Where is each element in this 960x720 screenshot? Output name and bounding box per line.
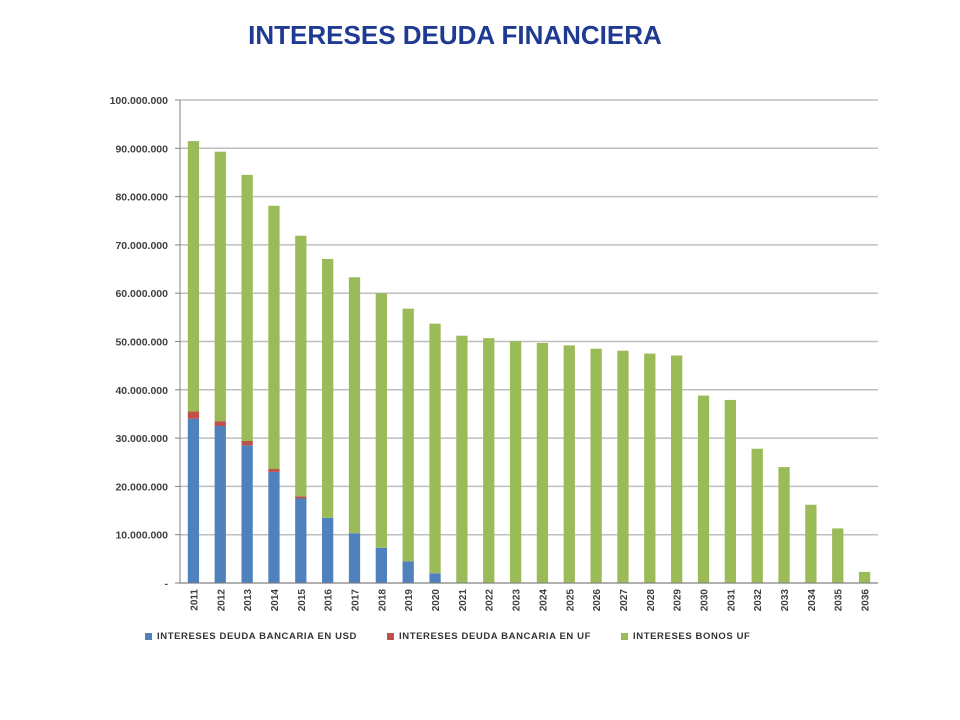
y-tick-label: 80.000.000 xyxy=(115,192,168,204)
legend-label-usd: INTERESES DEUDA BANCARIA EN USD xyxy=(157,631,357,642)
y-tick-label: 10.000.000 xyxy=(115,530,168,542)
y-tick-label: 100.000.000 xyxy=(110,95,169,107)
bar-segment-uf-2014 xyxy=(268,469,280,472)
bar-segment-bonos-2024 xyxy=(536,342,549,583)
y-tick-label: 30.000.000 xyxy=(115,433,168,445)
x-tick-label: 2022 xyxy=(485,589,496,612)
x-tick-label: 2034 xyxy=(807,589,818,612)
legend-swatch-usd xyxy=(145,633,152,640)
bar-segment-bonos-2026 xyxy=(590,348,602,583)
x-tick-label: 2014 xyxy=(270,589,281,612)
bar-segment-uf-2015 xyxy=(295,496,307,499)
bar-segment-bonos-2013 xyxy=(241,174,253,441)
x-tick-label: 2031 xyxy=(726,589,737,612)
bar-segment-usd-2016 xyxy=(322,517,334,583)
x-tick-label: 2015 xyxy=(297,589,308,612)
x-tick-label: 2012 xyxy=(216,589,227,612)
x-tick-label: 2023 xyxy=(512,589,523,612)
bars xyxy=(187,141,871,583)
bar-segment-bonos-2033 xyxy=(778,467,790,583)
y-tick-label: 60.000.000 xyxy=(115,288,168,300)
bar-segment-bonos-2016 xyxy=(322,258,334,518)
y-tick-label: 40.000.000 xyxy=(115,385,168,397)
bar-segment-bonos-2031 xyxy=(724,399,736,583)
legend-label-bonos: INTERESES BONOS UF xyxy=(633,631,751,642)
bar-segment-bonos-2015 xyxy=(295,235,307,497)
x-tick-label: 2036 xyxy=(861,589,872,612)
bar-segment-bonos-2035 xyxy=(832,528,844,583)
legend-swatch-bonos xyxy=(621,633,629,640)
x-tick-label: 2013 xyxy=(243,589,254,612)
x-axis: 2011 2012 2013 2014 2015 2016 2017 2018 2019 2020… xyxy=(180,582,878,612)
y-tick-label: 20.000.000 xyxy=(115,481,168,493)
bar-segment-bonos-2022 xyxy=(483,338,495,583)
x-tick-label: 2032 xyxy=(753,589,764,612)
bar-segment-bonos-2017 xyxy=(348,277,361,534)
legend-swatch-uf xyxy=(387,633,394,640)
page-title: INTERESES DEUDA FINANCIERA xyxy=(248,20,662,50)
y-axis: - 10.000.000 20.000.000 30.000.000 40.000.00… xyxy=(110,95,181,590)
bar-segment-uf-2012 xyxy=(214,421,226,427)
legend-item-uf: INTERESES DEUDA BANCARIA EN UF xyxy=(387,631,591,642)
x-tick-label: 2021 xyxy=(458,589,469,612)
x-tick-label: 2028 xyxy=(646,589,657,612)
bar-segment-usd-2012 xyxy=(214,426,226,583)
bar-segment-bonos-2011 xyxy=(187,141,200,412)
x-tick-label: 2024 xyxy=(538,589,549,612)
x-tick-label: 2033 xyxy=(780,589,791,612)
bar-segment-uf-2011 xyxy=(187,411,200,419)
bar-segment-usd-2011 xyxy=(187,418,200,583)
bar-segment-usd-2014 xyxy=(268,471,280,583)
x-tick-label: 2030 xyxy=(700,589,711,612)
x-tick-label: 2025 xyxy=(565,589,576,612)
bar-segment-bonos-2029 xyxy=(671,355,683,583)
legend-item-usd: INTERESES DEUDA BANCARIA EN USD xyxy=(145,631,357,642)
bar-segment-bonos-2025 xyxy=(563,345,575,583)
x-tick-label: 2035 xyxy=(834,589,845,612)
bar-segment-bonos-2018 xyxy=(375,293,387,548)
bar-segment-bonos-2036 xyxy=(858,571,871,583)
bar-segment-bonos-2021 xyxy=(456,335,468,583)
bar-segment-bonos-2028 xyxy=(644,353,656,583)
bar-segment-uf-2013 xyxy=(241,440,253,446)
x-tick-label: 2019 xyxy=(404,589,415,612)
bar-segment-usd-2018 xyxy=(375,547,387,583)
bar-segment-bonos-2020 xyxy=(429,323,441,574)
bar-segment-usd-2013 xyxy=(241,445,253,583)
legend-item-bonos: INTERESES BONOS UF xyxy=(621,631,750,642)
x-tick-label: 2029 xyxy=(673,589,684,612)
bar-segment-usd-2019 xyxy=(402,561,414,583)
x-tick-label: 2027 xyxy=(619,589,630,612)
bar-segment-usd-2020 xyxy=(429,573,441,583)
y-tick-label: 50.000.000 xyxy=(115,337,168,349)
bar-segment-bonos-2014 xyxy=(268,205,280,470)
bar-segment-bonos-2023 xyxy=(509,341,522,583)
bar-segment-usd-2017 xyxy=(348,533,361,583)
y-tick-label: - xyxy=(165,578,169,590)
gridlines xyxy=(180,99,878,584)
bar-segment-bonos-2032 xyxy=(751,448,763,583)
x-tick-label: 2011 xyxy=(189,589,200,611)
x-tick-label: 2018 xyxy=(377,589,388,612)
x-tick-label: 2020 xyxy=(431,589,442,612)
x-tick-label: 2017 xyxy=(351,589,362,612)
y-tick-label: 90.000.000 xyxy=(115,143,168,155)
bar-segment-bonos-2030 xyxy=(697,395,710,583)
x-tick-label: 2016 xyxy=(324,589,335,612)
legend-label-uf: INTERESES DEUDA BANCARIA EN UF xyxy=(399,631,592,642)
bar-segment-bonos-2012 xyxy=(214,151,226,422)
bar-segment-bonos-2019 xyxy=(402,308,414,562)
x-tick-label: 2026 xyxy=(592,589,603,612)
bar-segment-usd-2015 xyxy=(295,498,307,583)
legend: INTERESES DEUDA BANCARIA EN USD INTERESE… xyxy=(145,631,885,642)
y-tick-label: 70.000.000 xyxy=(115,240,168,252)
bar-segment-bonos-2027 xyxy=(617,350,629,583)
bar-segment-bonos-2034 xyxy=(805,504,817,583)
